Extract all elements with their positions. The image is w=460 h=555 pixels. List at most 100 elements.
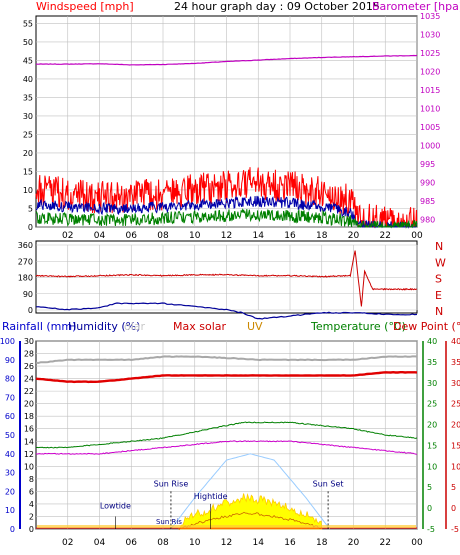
dew-point-y-tick-label: 15	[451, 441, 460, 450]
solar-grey-line	[35, 355, 418, 365]
humidity-label: Humidity (%)	[68, 320, 140, 333]
temp-x-tick-label: 22	[380, 538, 391, 548]
wind-gust-line	[35, 167, 418, 229]
wind-direction-line	[35, 250, 418, 307]
temp-x-tick-label: 04	[94, 538, 106, 548]
compass-label: E	[435, 289, 442, 302]
chart-title: 24 hour graph day : 09 October 2015	[174, 0, 380, 13]
barometer-line	[35, 54, 418, 66]
temp-x-tick-label: 20	[348, 538, 360, 548]
rainfall-y-tick-label: 20	[5, 487, 15, 496]
temperature-y-tick-label: 30	[427, 379, 437, 388]
direction-y-tick-label: 180	[18, 274, 33, 283]
wind-y-tick-label: 50	[23, 38, 33, 47]
rainfall-y-tick-label: 100	[0, 337, 15, 346]
sunrise-overlap-label: Sun Ris	[156, 518, 182, 526]
temperature-y-tick-label: 35	[427, 358, 437, 367]
barometer-y-tick-label: 1015	[420, 86, 440, 95]
mid-y-tick-label: 12	[24, 450, 34, 459]
rainfall-y-tick-label: 80	[5, 375, 15, 384]
compass-label: N	[435, 305, 443, 318]
wind-x-tick-label: 02	[62, 231, 73, 241]
dew-point-y-tick-label: 20	[451, 421, 460, 430]
barometer-y-tick-label: 1030	[420, 31, 440, 40]
barometer-y-tick-label: 980	[420, 216, 435, 225]
chart-marks: 0510152025303540455055980985990995100010…	[0, 12, 460, 548]
barometer-y-tick-label: 1025	[420, 49, 440, 58]
temp-x-tick-label: 02	[62, 538, 73, 548]
barometer-y-tick-label: 990	[420, 179, 435, 188]
rainfall-y-tick-label: 10	[5, 506, 15, 515]
compass-label: N	[435, 240, 443, 253]
solar-radiation-area	[178, 492, 323, 530]
mid-y-tick-label: 10	[24, 462, 34, 471]
mid-y-tick-label: 2	[29, 512, 34, 521]
wind-x-tick-label: 20	[348, 231, 360, 241]
temp-x-tick-label: 16	[284, 538, 296, 548]
barometer-y-tick-label: 1005	[420, 123, 440, 132]
dew-point-y-tick-label: 0	[451, 504, 456, 513]
wind-y-tick-label: 45	[23, 56, 33, 65]
dew-point-y-tick-label: 30	[451, 379, 460, 388]
barometer-y-tick-label: 1035	[420, 12, 440, 21]
barometer-y-tick-label: 1000	[420, 142, 440, 151]
temp-x-tick-label: 18	[316, 538, 328, 548]
wind-x-tick-label: 18	[316, 231, 328, 241]
rainfall-y-tick-label: 30	[5, 469, 15, 478]
mid-y-tick-label: 20	[24, 400, 34, 409]
wind-y-tick-label: 35	[23, 93, 33, 102]
daylight-curve	[170, 453, 331, 530]
wind-x-tick-label: 16	[284, 231, 296, 241]
mid-y-tick-label: 6	[29, 487, 34, 496]
mid-y-tick-label: 16	[24, 425, 34, 434]
direction-y-tick-label: 270	[18, 257, 33, 266]
mid-y-tick-label: 24	[24, 375, 34, 384]
wind-x-tick-label: 08	[157, 231, 169, 241]
mid-y-tick-label: 8	[29, 475, 34, 484]
uv-label: UV	[247, 320, 263, 333]
mid-y-tick-label: 4	[29, 500, 34, 509]
barometer-y-tick-label: 995	[420, 160, 435, 169]
wind-y-tick-label: 0	[28, 223, 33, 232]
mid-y-tick-label: 14	[24, 437, 34, 446]
wind-y-tick-label: 15	[23, 167, 33, 176]
wind-x-tick-label: 04	[94, 231, 106, 241]
temperature-y-tick-label: 20	[427, 421, 437, 430]
temperature-y-tick-label: 5	[427, 483, 432, 492]
max-solar-line	[35, 370, 418, 384]
hightide-label: Hightide	[194, 492, 228, 501]
rain-baseline-strip	[37, 525, 416, 528]
barometer-axis-title: Barometer [hpa]	[372, 0, 460, 13]
wind-x-tick-label: 10	[189, 231, 201, 241]
mid-y-tick-label: 28	[24, 350, 34, 359]
rainfall-label: Rainfall (mm)	[2, 320, 76, 333]
temp-x-tick-label: 10	[189, 538, 201, 548]
max-solar-label: Max solar	[173, 320, 226, 333]
wind-y-tick-label: 10	[23, 186, 33, 195]
temperature-y-tick-label: -5	[427, 525, 435, 534]
rainfall-y-tick-label: 90	[5, 356, 15, 365]
rainfall-y-tick-label: 60	[5, 412, 15, 421]
lowtide-label: Lowtide	[100, 501, 131, 510]
temperature-line	[35, 421, 418, 449]
compass-label: S	[435, 273, 442, 286]
dew-point-y-tick-label: 35	[451, 358, 460, 367]
uv-line	[178, 511, 323, 531]
temperature-label: Temperature (°C)	[310, 320, 406, 333]
mid-y-tick-label: 30	[24, 337, 34, 346]
temperature-y-tick-label: 10	[427, 462, 437, 471]
rainfall-y-tick-label: 50	[5, 431, 15, 440]
wind-axis-title: Windspeed [mph]	[36, 0, 134, 13]
compass-label: W	[435, 256, 446, 269]
dew-point-line	[35, 440, 418, 455]
temp-x-tick-label: 06	[126, 538, 138, 548]
direction-y-tick-label: 360	[18, 241, 33, 250]
wind-x-tick-label: 00	[411, 231, 423, 241]
wind-y-tick-label: 55	[23, 19, 33, 28]
direction-y-tick-label: 90	[23, 290, 33, 299]
mid-y-tick-label: 18	[24, 412, 34, 421]
sunrise-label: Sun Rise	[154, 479, 189, 488]
barometer-y-tick-label: 1020	[420, 68, 440, 77]
